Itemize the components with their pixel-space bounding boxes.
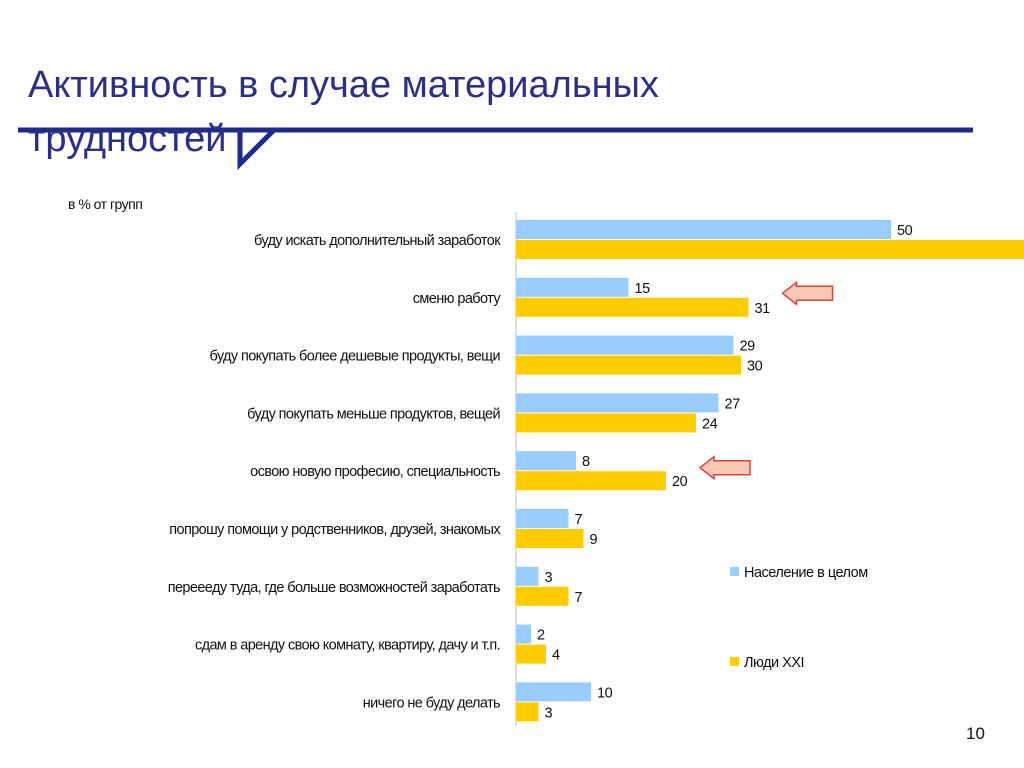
category-label: буду покупать меньше продуктов, вещей xyxy=(247,406,500,422)
legend-entry: Население в целом xyxy=(744,565,868,581)
bar-people-xxi xyxy=(516,702,539,722)
data-label: 27 xyxy=(725,396,741,412)
bar-people-xxi xyxy=(516,355,741,375)
data-label: 8 xyxy=(582,454,590,470)
bar-people-xxi xyxy=(516,297,749,317)
bar-people-xxi xyxy=(516,471,666,491)
category-label: буду покупать более дешевые продукты, ве… xyxy=(209,349,500,365)
category-label: сменю работу xyxy=(413,291,502,307)
legend-swatch xyxy=(730,567,739,576)
data-label: 7 xyxy=(575,512,583,528)
data-label: 15 xyxy=(635,281,651,297)
data-label: 7 xyxy=(575,590,583,606)
data-label: 31 xyxy=(755,301,771,317)
bar-population xyxy=(516,451,576,471)
data-label: 50 xyxy=(897,223,913,239)
data-label: 30 xyxy=(747,359,763,375)
page-number: 10 xyxy=(966,724,985,743)
data-label: 20 xyxy=(672,474,688,490)
category-label: переееду туда, где больше возможностей з… xyxy=(168,580,500,596)
category-label: освою новую професию, специальность xyxy=(250,464,500,480)
title-line-1: Активность в случае материальных xyxy=(28,64,659,106)
data-label: 29 xyxy=(740,339,756,355)
bar-population xyxy=(516,335,734,355)
data-label: 3 xyxy=(545,570,553,586)
bar-people-xxi xyxy=(516,240,1024,259)
category-label: ничего не буду делать xyxy=(363,695,500,711)
data-label: 24 xyxy=(702,416,718,432)
bar-population xyxy=(516,509,569,528)
bar-population xyxy=(516,393,719,413)
unit-label: в % от групп xyxy=(68,196,143,212)
category-label: буду искать дополнительный заработок xyxy=(254,233,501,249)
data-label: 10 xyxy=(597,685,613,701)
title-underline xyxy=(18,127,973,171)
title-line-2: трудностей xyxy=(28,118,227,160)
page-title: Активность в случае материальных труднос… xyxy=(28,58,928,166)
legend-swatch xyxy=(730,657,739,666)
highlight-arrow-icon xyxy=(698,455,751,481)
data-label: 9 xyxy=(590,532,598,548)
category-label: попрошу помощи у родственников, друзей, … xyxy=(169,522,501,538)
category-label: сдам в аренду свою комнату, квартиру, да… xyxy=(195,638,500,654)
data-label: 4 xyxy=(552,648,560,664)
bar-population xyxy=(516,220,891,239)
bar-population xyxy=(516,682,591,702)
bar-people-xxi xyxy=(516,586,569,606)
bar-people-xxi xyxy=(516,644,546,664)
bar-population xyxy=(516,566,539,586)
bar-people-xxi xyxy=(516,529,584,548)
highlight-arrow-icon xyxy=(781,280,834,306)
legend-entry: Люди XXI xyxy=(744,655,804,671)
data-label: 3 xyxy=(545,705,553,721)
data-label: 2 xyxy=(537,628,545,644)
bar-population xyxy=(516,624,531,644)
bar-population xyxy=(516,277,629,297)
bar-people-xxi xyxy=(516,413,696,433)
